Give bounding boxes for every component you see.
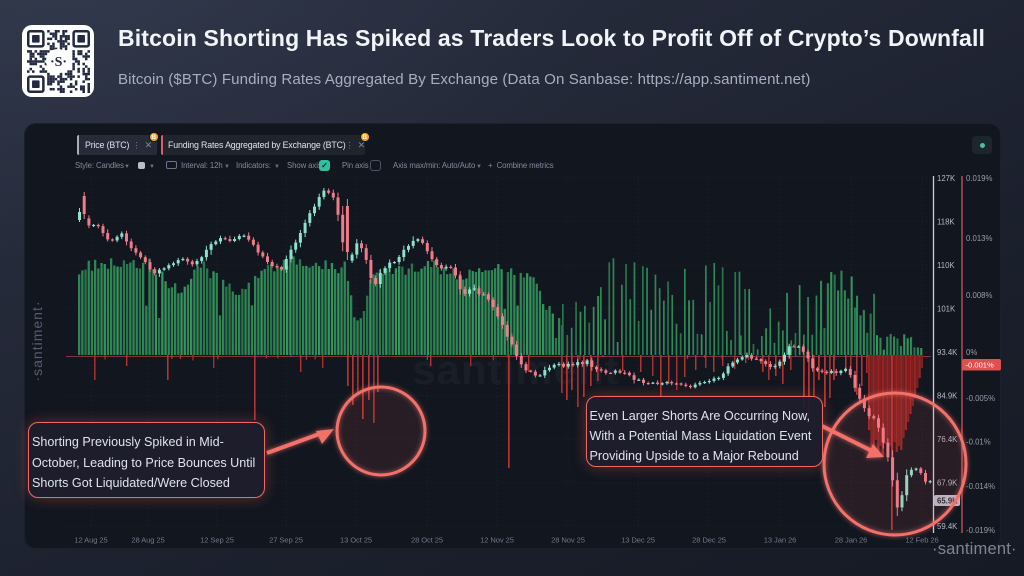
svg-text:118K: 118K — [937, 217, 955, 226]
svg-text:-0.014%: -0.014% — [966, 482, 995, 491]
svg-text:0.019%: 0.019% — [966, 174, 993, 183]
svg-text:-0.005%: -0.005% — [966, 394, 995, 403]
svg-text:-0.019%: -0.019% — [966, 526, 995, 535]
svg-text:27 Sep 25: 27 Sep 25 — [269, 536, 303, 545]
svg-text:12 Aug 25: 12 Aug 25 — [74, 536, 107, 545]
svg-text:28 Dec 25: 28 Dec 25 — [692, 536, 726, 545]
svg-text:13 Dec 25: 13 Dec 25 — [621, 536, 655, 545]
svg-text:93.4K: 93.4K — [937, 348, 958, 357]
svg-text:·S·: ·S· — [50, 55, 67, 70]
svg-text:0.008%: 0.008% — [966, 291, 993, 300]
svg-text:-0.001%: -0.001% — [966, 361, 995, 370]
svg-text:13 Oct 25: 13 Oct 25 — [340, 536, 372, 545]
svg-text:127K: 127K — [937, 174, 956, 183]
svg-text:12 Sep 25: 12 Sep 25 — [200, 536, 234, 545]
svg-text:110K: 110K — [937, 261, 955, 270]
svg-text:28 Nov 25: 28 Nov 25 — [551, 536, 585, 545]
svg-text:0.013%: 0.013% — [966, 234, 993, 243]
svg-text:84.9K: 84.9K — [937, 391, 958, 400]
svg-text:101K: 101K — [937, 304, 956, 313]
svg-text:28 Jan 26: 28 Jan 26 — [835, 536, 867, 545]
svg-text:28 Aug 25: 28 Aug 25 — [131, 536, 164, 545]
svg-text:13 Jan 26: 13 Jan 26 — [764, 536, 796, 545]
svg-text:12 Nov 25: 12 Nov 25 — [480, 536, 514, 545]
svg-text:12 Feb 26: 12 Feb 26 — [905, 536, 938, 545]
svg-text:59.4K: 59.4K — [937, 522, 958, 531]
svg-text:0%: 0% — [966, 348, 977, 357]
svg-text:28 Oct 25: 28 Oct 25 — [411, 536, 443, 545]
svg-text:-0.01%: -0.01% — [966, 437, 991, 446]
